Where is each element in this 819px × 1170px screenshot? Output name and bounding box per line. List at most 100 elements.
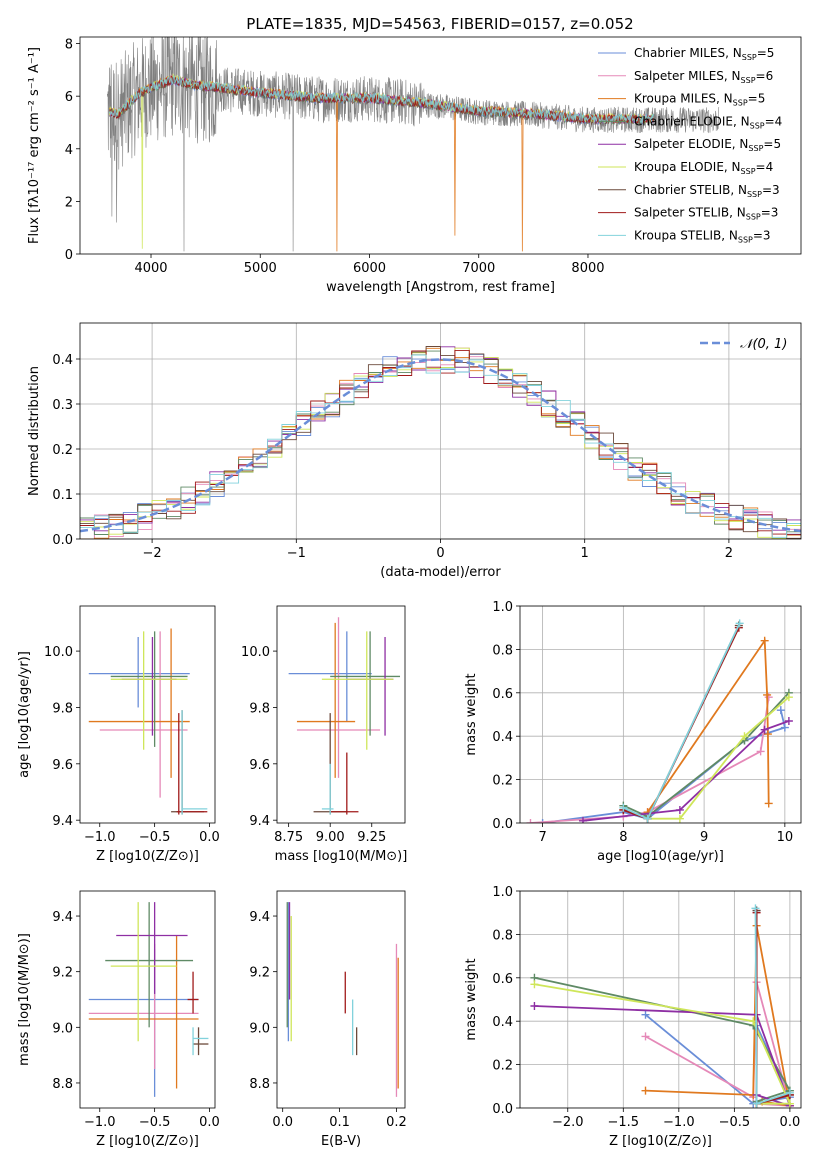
y-tick-label: 8.8 [52, 1077, 73, 1092]
y-tick-label: 1.0 [492, 600, 513, 615]
legend-entry: Chabrier STELIB, NSSP=3 [634, 183, 780, 199]
y-tick-label: 0.3 [52, 398, 73, 413]
plus-marker [751, 904, 760, 913]
normal-distribution-curve [80, 358, 801, 533]
mass-weight-line [647, 696, 790, 820]
x-tick-label: 9.00 [316, 830, 345, 845]
figure-title: PLATE=1835, MJD=54563, FIBERID=0157, z=0… [246, 15, 633, 33]
x-tick-label: 4000 [134, 261, 167, 276]
y-axis-label: mass weight [464, 673, 479, 755]
x-tick-label: 0.0 [199, 830, 220, 845]
x-tick-label: 0.2 [386, 1115, 407, 1130]
legend-value: =3 [761, 206, 779, 220]
plus-marker [740, 732, 749, 741]
y-tick-label: 9.4 [249, 814, 270, 829]
legend-subscript: SSP [741, 76, 756, 85]
plot-area [80, 323, 801, 539]
plus-marker [784, 693, 793, 702]
legend-value: =6 [756, 69, 774, 83]
y-tick-label: 2 [65, 195, 73, 210]
plus-marker [735, 619, 744, 628]
legend-entry: Salpeter ELODIE, NSSP=5 [634, 137, 781, 153]
y-axis-label: mass weight [464, 958, 479, 1040]
x-tick-label: 9 [700, 830, 708, 845]
legend-subscript: SSP [742, 53, 757, 62]
y-axis-label: age [log10(age/yr)] [17, 651, 32, 778]
x-tick-label: −0.5 [719, 1115, 751, 1130]
plus-marker [641, 1032, 650, 1041]
plot-area [107, 37, 720, 252]
axes-frame [519, 890, 802, 1109]
x-tick-label: −1.0 [84, 1115, 116, 1130]
plus-marker [756, 747, 765, 756]
histogram-step-line [80, 346, 801, 539]
plus-marker [530, 980, 539, 989]
histogram-step-line [80, 347, 801, 539]
plot-area [288, 617, 401, 815]
x-tick-label: 5000 [244, 261, 277, 276]
legend-subscript: SSP [750, 121, 765, 130]
legend-value: =3 [753, 228, 771, 242]
x-tick-label: 8000 [571, 261, 604, 276]
plus-marker [752, 908, 761, 917]
legend-entry: Chabrier ELODIE, NSSP=4 [634, 114, 782, 130]
y-tick-label: 1.0 [492, 885, 513, 900]
y-tick-label: 6 [65, 90, 73, 105]
y-tick-label: 0.4 [492, 730, 513, 745]
x-axis-label: age [log10(age/yr)] [597, 849, 724, 864]
legend-value: =4 [765, 114, 783, 128]
x-tick-label: −0.5 [139, 830, 171, 845]
plot-area [520, 891, 801, 1108]
y-tick-label: 9.0 [249, 1021, 270, 1036]
x-tick-label: −2.0 [552, 1115, 584, 1130]
x-tick-label: −1 [287, 546, 306, 561]
x-tick-label: 7000 [462, 261, 495, 276]
mass-weight-line [542, 709, 786, 823]
x-tick-label: 0.0 [199, 1115, 220, 1130]
x-tick-label: 10 [777, 830, 794, 845]
x-tick-label: 8 [619, 830, 627, 845]
panel-age_vs_Z: −1.0 −0.5 0.0 9.4 9.6 9.8 10.0 Z [log10(Z/Z⊙)] a… [17, 605, 220, 864]
x-tick-label: −1.5 [608, 1115, 640, 1130]
y-tick-label: 0.6 [492, 687, 513, 702]
legend-entry: 𝒩(0, 1) [740, 337, 787, 352]
y-axis-label: mass [log10(M/M⊙)] [17, 933, 32, 1066]
plus-marker [780, 723, 789, 732]
plus-marker [538, 819, 547, 823]
legend-value: =3 [762, 183, 780, 197]
axes-frame [519, 605, 802, 824]
plus-marker [752, 1099, 761, 1108]
y-tick-label: 8 [65, 38, 73, 53]
y-tick-label: 10.0 [241, 645, 270, 660]
legend-subscript: SSP [748, 144, 763, 153]
legend-subscript: SSP [738, 235, 753, 244]
plus-marker [530, 1002, 539, 1011]
plot-area [88, 902, 209, 1097]
plot-area [286, 902, 399, 1097]
y-tick-label: 10.0 [44, 645, 73, 660]
panel-mass_vs_Z: −1.0 −0.5 0.0 8.8 9.0 9.2 9.4 Z [log10(Z/Z⊙)] ma… [17, 890, 220, 1149]
y-axis-label: Flux [fλ10⁻¹⁷ erg cm⁻² s⁻¹ A⁻¹] [27, 47, 42, 244]
panel-mass_vs_ebv: 0.0 0.1 0.2 8.8 9.0 9.2 9.4 E(B-V) [249, 890, 407, 1149]
plus-marker [675, 805, 684, 814]
plus-marker [763, 690, 772, 699]
y-tick-label: 0.6 [492, 972, 513, 987]
x-tick-label: 0.1 [329, 1115, 350, 1130]
y-tick-label: 9.4 [52, 910, 73, 925]
plus-marker [643, 814, 652, 823]
plus-marker [764, 799, 773, 808]
legend-entry: Kroupa STELIB, NSSP=3 [634, 228, 771, 244]
y-tick-label: 0.8 [492, 643, 513, 658]
x-axis-label: E(B-V) [321, 1134, 361, 1149]
x-tick-label: 9.25 [357, 830, 386, 845]
y-tick-label: 0.2 [492, 774, 513, 789]
mass-weight-line [534, 1005, 792, 1108]
legend-entry: Salpeter STELIB, NSSP=3 [634, 206, 778, 222]
x-tick-label: −0.5 [139, 1115, 171, 1130]
plus-marker [675, 814, 684, 823]
y-tick-label: 9.2 [249, 966, 270, 981]
x-tick-label: −2 [143, 546, 162, 561]
legend-value: =4 [756, 160, 774, 174]
mass-weight-line [646, 637, 770, 813]
